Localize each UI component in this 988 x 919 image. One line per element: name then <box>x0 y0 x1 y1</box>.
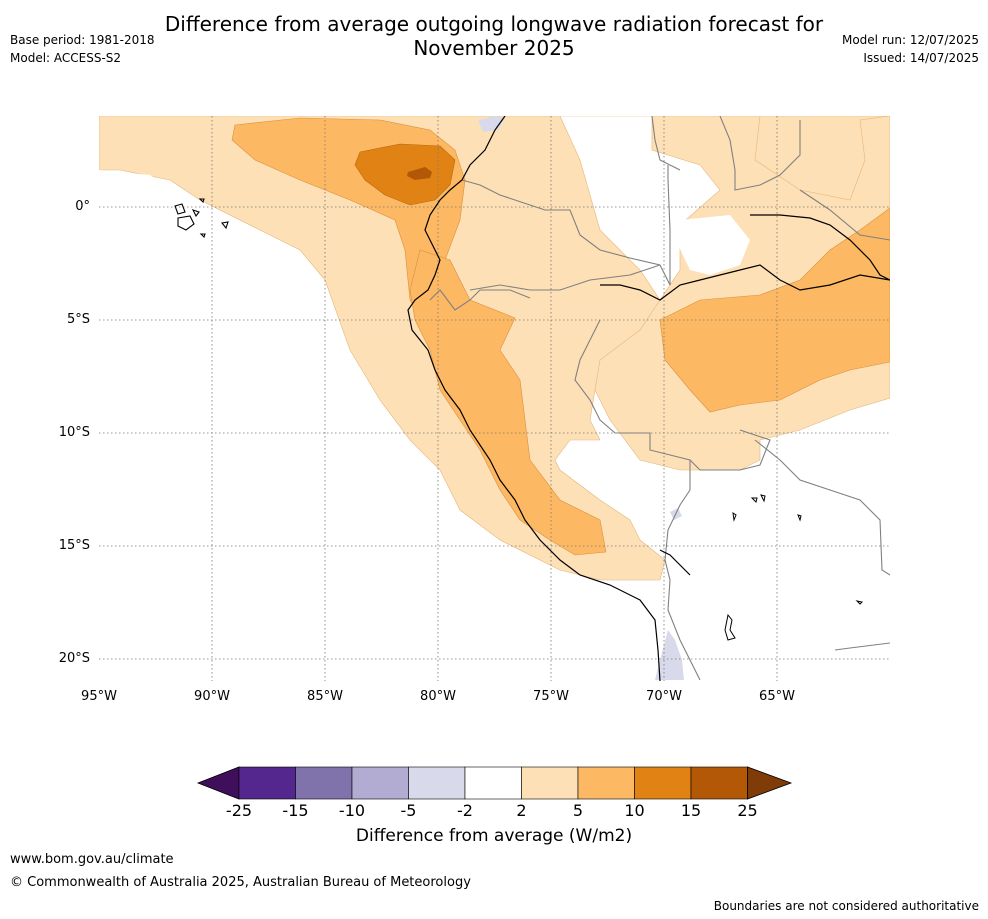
base-period: Base period: 1981-2018 <box>10 33 155 47</box>
colorbar-tick-label: 25 <box>737 801 758 820</box>
lon-label-85w: 85°W <box>307 689 343 704</box>
lon-label-70w: 70°W <box>646 689 682 704</box>
colorbar-tick-label: 5 <box>572 801 584 820</box>
neutral-region-1 <box>678 215 750 275</box>
colorbar-extend-high <box>747 766 793 800</box>
lat-label-0: 0° <box>75 199 90 214</box>
colorbar-segment <box>295 766 353 800</box>
lat-label-15s: 15°S <box>58 538 90 553</box>
colorbar-tick-label: -15 <box>282 801 309 820</box>
chart-title: Difference from average outgoing longwav… <box>0 12 988 60</box>
country-borders <box>429 116 890 681</box>
negative-anomaly-1 <box>478 116 505 132</box>
colorbar-tick-label: -5 <box>400 801 417 820</box>
lon-label-65w: 65°W <box>759 689 795 704</box>
negative-anomaly-2 <box>655 630 684 680</box>
colorbar-segment <box>577 766 635 800</box>
galapagos-islands <box>174 198 229 239</box>
colorbar <box>196 766 793 800</box>
model-run: Model run: 12/07/2025 <box>841 33 979 47</box>
colorbar-label: Difference from average (W/m2) <box>355 826 633 846</box>
lat-label-5s: 5°S <box>66 312 90 327</box>
footer-url[interactable]: www.bom.gov.au/climate <box>10 852 174 867</box>
lon-label-75w: 75°W <box>533 689 569 704</box>
meta-left: Base period: 1981-2018 Model: ACCESS-S2 <box>10 31 155 67</box>
colorbar-segment <box>464 766 522 800</box>
colorbar-tick-label: 15 <box>680 801 702 820</box>
lon-label-90w: 90°W <box>194 689 230 704</box>
neutral-region-2 <box>99 170 190 220</box>
colorbar-segment <box>521 766 579 800</box>
lat-label-10s: 10°S <box>58 425 90 440</box>
meta-right: Model run: 12/07/2025 Issued: 14/07/2025 <box>842 31 979 67</box>
anomaly-region-10-15 <box>354 143 456 206</box>
colorbar-tick-label: 2 <box>516 801 527 820</box>
footer-copyright: © Commonwealth of Australia 2025, Austra… <box>10 875 471 890</box>
colorbar-segment <box>408 766 466 800</box>
anomaly-region-5-10-amazon <box>659 207 890 413</box>
colorbar-tick-label: -25 <box>225 801 253 820</box>
colorbar-tick-label: 10 <box>624 801 645 820</box>
colorbar-segment <box>690 766 748 800</box>
colorbar-segment <box>238 766 296 800</box>
lon-label-80w: 80°W <box>420 689 456 704</box>
model-name: Model: ACCESS-S2 <box>10 51 122 65</box>
anomaly-region-15-25 <box>407 167 432 180</box>
lat-label-20s: 20°S <box>58 651 90 666</box>
colorbar-tick-label: -10 <box>338 801 366 820</box>
lakes <box>724 494 864 641</box>
issued-date: Issued: 14/07/2025 <box>863 51 979 65</box>
colorbar-extend-low <box>196 766 240 800</box>
lon-label-95w: 95°W <box>81 689 117 704</box>
colorbar-segment <box>634 766 692 800</box>
title-line-1: Difference from average outgoing longwav… <box>164 12 824 36</box>
coastline <box>407 116 890 681</box>
colorbar-segments <box>196 766 793 800</box>
title-line-2: November 2025 <box>413 36 575 60</box>
footer-note: Boundaries are not considered authoritat… <box>713 899 979 913</box>
colorbar-segment <box>351 766 409 800</box>
colorbar-tick-label: -2 <box>457 801 473 820</box>
map-area <box>99 116 890 681</box>
